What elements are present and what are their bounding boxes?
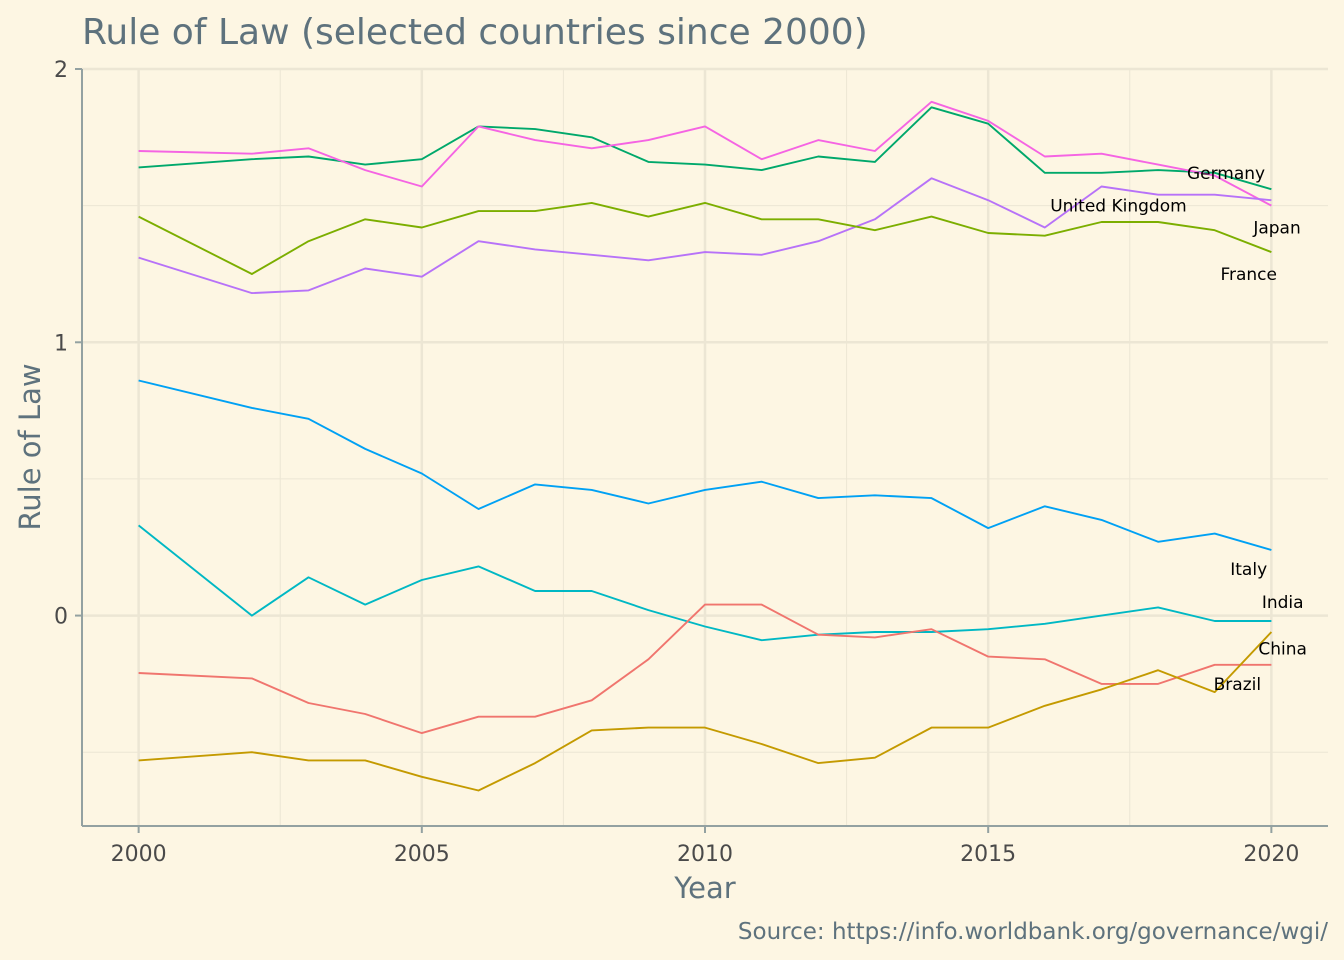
y-ticks: 0 1 2 bbox=[54, 58, 82, 630]
y-tick-label: 1 bbox=[54, 331, 68, 356]
y-tick-label: 0 bbox=[54, 605, 68, 630]
x-tick-label: 2020 bbox=[1243, 842, 1299, 867]
series-line-india bbox=[138, 524, 1272, 642]
x-tick-label: 2010 bbox=[677, 842, 733, 867]
series-label-brazil: Brazil bbox=[1214, 675, 1261, 695]
series-label-japan: Japan bbox=[1252, 219, 1300, 239]
series-label-united-kingdom: United Kingdom bbox=[1050, 197, 1186, 217]
series-line-china bbox=[138, 603, 1272, 735]
series-label-china: China bbox=[1258, 639, 1307, 659]
series-label-france: France bbox=[1220, 265, 1277, 285]
series-lines bbox=[138, 100, 1273, 792]
grid bbox=[82, 67, 1328, 826]
series-line-united-kingdom bbox=[138, 100, 1272, 207]
x-tick-label: 2000 bbox=[111, 842, 167, 867]
x-tick-label: 2005 bbox=[394, 842, 450, 867]
series-line-brazil bbox=[138, 631, 1273, 792]
y-axis-title: Rule of Law bbox=[13, 363, 47, 530]
x-ticks: 2000 2005 2010 2015 2020 bbox=[111, 826, 1299, 867]
source-caption: Source: https://info.worldbank.org/gover… bbox=[738, 919, 1328, 945]
chart-title: Rule of Law (selected countries since 20… bbox=[82, 12, 868, 53]
series-line-italy bbox=[138, 379, 1272, 551]
x-axis-title: Year bbox=[673, 871, 735, 905]
y-tick-label: 2 bbox=[54, 58, 68, 83]
series-label-germany: Germany bbox=[1187, 164, 1265, 184]
series-label-italy: Italy bbox=[1230, 560, 1267, 580]
x-tick-label: 2015 bbox=[960, 842, 1016, 867]
series-line-germany bbox=[138, 106, 1272, 191]
series-line-france bbox=[138, 201, 1272, 275]
series-line-japan bbox=[138, 177, 1272, 295]
series-label-india: India bbox=[1262, 593, 1304, 613]
